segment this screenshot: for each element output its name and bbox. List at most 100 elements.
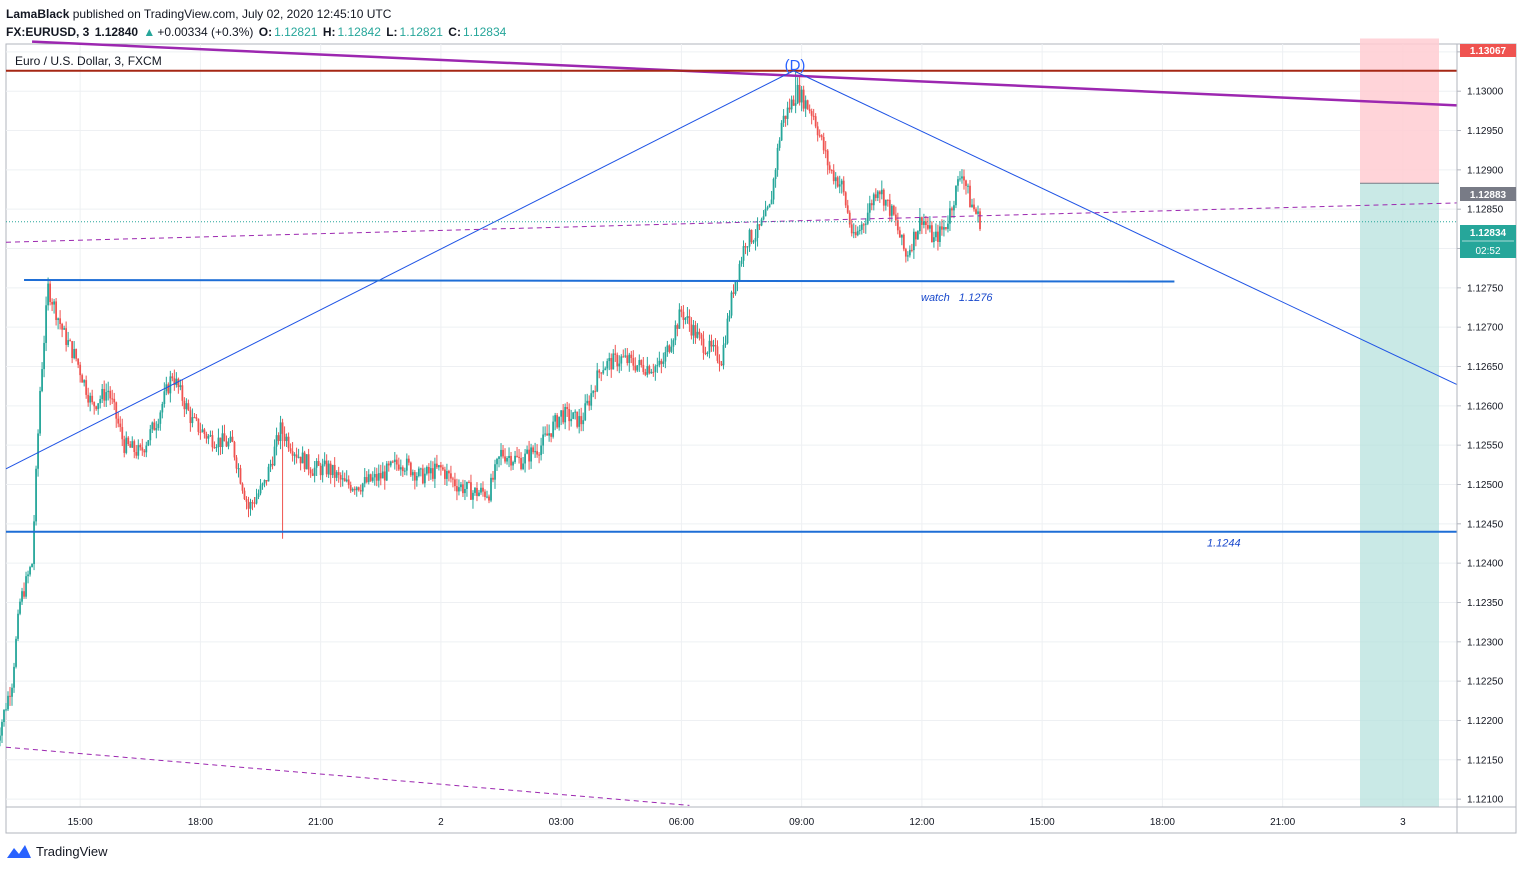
candle-body	[111, 398, 114, 400]
dashed-trendline-upper[interactable]	[5, 202, 1458, 243]
candle-body	[27, 574, 29, 577]
y-tick-label: 1.12300	[1467, 637, 1504, 648]
candle-body	[939, 226, 941, 242]
candle-body	[167, 384, 170, 394]
tradingview-footer[interactable]: TradingView	[6, 843, 108, 859]
candle-body	[876, 191, 879, 198]
symbol-label[interactable]: FX:EURUSD, 3	[6, 25, 90, 39]
time-axis[interactable]: 15:00 18:00 21:00 2 03:00 06:00 09:00 12:00 15:0…	[6, 806, 1516, 828]
candle-body	[933, 237, 935, 243]
candle-body	[113, 398, 116, 403]
pattern-leg-cd[interactable]	[5, 70, 794, 470]
stop-loss-zone[interactable]	[1360, 38, 1439, 184]
take-profit-zone[interactable]	[1360, 183, 1439, 807]
price-axis[interactable]: 1.130501.130001.129501.129001.128501.128…	[1456, 44, 1504, 833]
candle-body	[872, 194, 875, 206]
candle-body	[333, 464, 336, 478]
candle-body	[852, 232, 855, 234]
candle-body	[393, 459, 396, 462]
pattern-projection[interactable]	[793, 70, 1458, 386]
candle-body	[488, 496, 490, 501]
candle-body	[658, 360, 661, 365]
x-tick-label: 12:00	[909, 817, 934, 828]
candle-body	[732, 292, 735, 294]
candle-body	[766, 207, 769, 209]
candle-body	[121, 427, 124, 440]
candle-body	[660, 360, 663, 364]
candle-body	[878, 191, 881, 195]
candle-body	[401, 467, 404, 472]
candle-body	[542, 434, 545, 446]
candle-body	[221, 433, 224, 447]
candle-body	[600, 372, 603, 374]
candle-body	[768, 204, 771, 208]
candle-body	[528, 449, 530, 462]
candle-body	[868, 203, 871, 213]
candle-body	[277, 435, 280, 442]
candle-body	[941, 226, 943, 230]
candle-body	[353, 488, 356, 491]
candle-body	[578, 416, 581, 427]
close-label: C:	[448, 25, 461, 39]
candle-body	[816, 126, 819, 136]
price-tags: 1.13067 1.12883 1.12834 02:52	[1460, 44, 1516, 258]
candle-body	[814, 116, 817, 127]
candle-body	[187, 403, 190, 411]
candle-body	[215, 447, 218, 449]
candle-body	[107, 390, 110, 393]
candle-body	[832, 170, 835, 182]
candle-body	[947, 223, 949, 229]
candle-body	[684, 318, 687, 320]
candle-body	[654, 366, 657, 372]
dashed-trendline-lower[interactable]	[5, 746, 690, 806]
publisher-line: LamaBlack published on TradingView.com, …	[6, 5, 508, 23]
close-value: 1.12834	[462, 25, 507, 39]
candle-body	[536, 451, 538, 455]
purple-trendline[interactable]	[31, 40, 1458, 107]
candle-body	[496, 458, 498, 465]
candle-body	[758, 224, 761, 226]
candle-body	[385, 463, 388, 481]
candle-body	[442, 467, 444, 470]
candle-body	[476, 487, 478, 496]
candle-body	[335, 472, 338, 478]
y-tick-label: 1.12900	[1467, 165, 1504, 176]
candle-body	[860, 224, 863, 230]
last-price: 1.12840	[94, 25, 139, 39]
candle-body	[49, 283, 51, 302]
drawings[interactable]	[5, 40, 1458, 806]
candle-body	[185, 403, 188, 410]
candle-body	[628, 354, 631, 364]
candle-body	[183, 400, 186, 410]
candle-body	[810, 111, 813, 116]
candle-body	[508, 455, 510, 458]
x-tick-label: 21:00	[1270, 817, 1295, 828]
candle-body	[798, 84, 801, 103]
candle-body	[846, 205, 849, 213]
candle-body	[638, 360, 641, 366]
candle-body	[880, 189, 883, 195]
candle-body	[431, 468, 434, 479]
candle-body	[866, 212, 869, 224]
candle-body	[680, 309, 683, 312]
chart-frame	[5, 43, 1517, 834]
candle-body	[329, 463, 332, 476]
candle-body	[305, 454, 308, 470]
author-name[interactable]: LamaBlack	[6, 7, 70, 21]
y-tick-label: 1.12650	[1467, 362, 1504, 373]
candle-body	[468, 481, 470, 483]
candle-body	[0, 735, 1, 741]
candle-body	[794, 103, 797, 106]
candle-body	[730, 292, 733, 316]
candle-body	[433, 463, 436, 479]
candle-body	[109, 390, 112, 399]
candle-body	[275, 435, 278, 447]
candle-body	[157, 423, 160, 429]
watch-level-line[interactable]	[24, 278, 1175, 283]
candle-body	[448, 471, 450, 474]
candle-body	[624, 355, 627, 357]
candle-body	[359, 490, 362, 492]
candle-body	[21, 591, 23, 602]
candle-body	[674, 325, 677, 341]
